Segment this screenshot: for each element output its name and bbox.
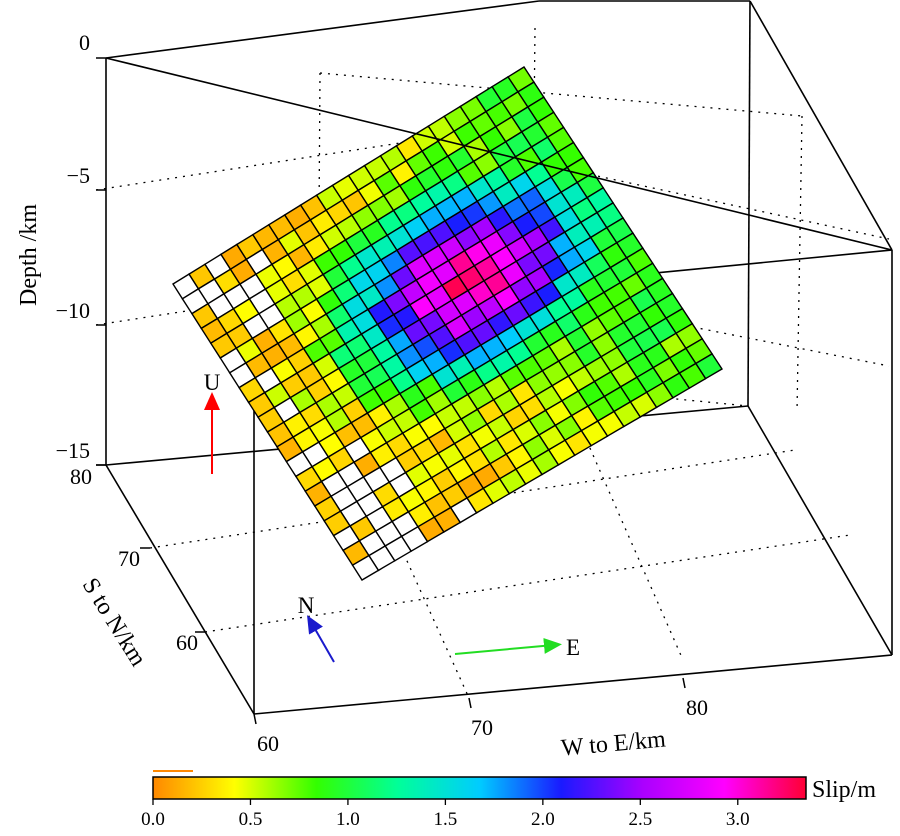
slip-cell [351,554,380,581]
we-axis: 60 70 80 W to E/km [253,677,708,762]
depth-axis: 0 −5 −10 −15 Depth /km [16,30,106,466]
depth-tick-label: −10 [56,298,90,323]
colorbar-tick-label: 1.0 [336,809,360,830]
depth-axis-label: Depth /km [16,204,42,306]
sn-axis: 80 70 60 S to N/km [70,464,205,671]
grid-line [796,115,803,413]
colorbar-tick-label: 0.0 [141,809,165,830]
we-tick-label: 60 [257,731,279,756]
sn-tick-label: 70 [118,546,140,571]
we-tick-label: 80 [686,695,708,720]
east-label: E [566,635,580,660]
we-tick-label: 70 [471,715,493,740]
box-edge [105,464,255,715]
colorbar-tick-label: 3.0 [726,809,750,830]
grid-line [317,363,470,699]
colorbar-tick-label: 0.5 [239,809,263,830]
box-edge [105,57,893,251]
box-edge [747,0,751,407]
depth-tick-label: −5 [67,163,90,188]
box-edge [105,0,540,59]
we-axis-label: W to E/km [560,726,667,761]
depth-tick-label: −15 [56,438,90,463]
direction-markers: U N E [204,370,580,663]
we-tick-mark [468,697,472,709]
sn-tick-label: 60 [176,630,198,655]
we-tick-mark [253,713,257,725]
colorbar-gradient [152,776,807,800]
front-edges [105,57,893,251]
colorbar-tick-label: 1.5 [434,809,458,830]
colorbar-tick-label: 2.5 [628,809,652,830]
north-arrow [307,615,335,663]
grid-line [319,72,803,117]
fault-plane [172,66,723,581]
colorbar: 0.0 0.5 1.0 1.5 2.0 2.5 3.0 Slip/m [141,770,876,830]
grid-line [531,315,684,661]
box-edge [749,0,893,251]
sn-tick-label: 80 [70,464,92,489]
grid-line [425,273,890,367]
colorbar-ticks: 0.0 0.5 1.0 1.5 2.0 2.5 3.0 [141,799,750,830]
box-edge [253,654,893,715]
box-edge [747,405,893,656]
depth-tick-label: 0 [79,30,90,55]
colorbar-tick-label: 2.0 [531,809,555,830]
we-tick-mark [682,677,686,689]
sn-axis-label: S to N/km [77,574,152,672]
east-arrow [454,637,562,655]
colorbar-label: Slip/m [812,777,876,803]
north-label: N [298,593,315,618]
up-label: U [204,370,221,395]
